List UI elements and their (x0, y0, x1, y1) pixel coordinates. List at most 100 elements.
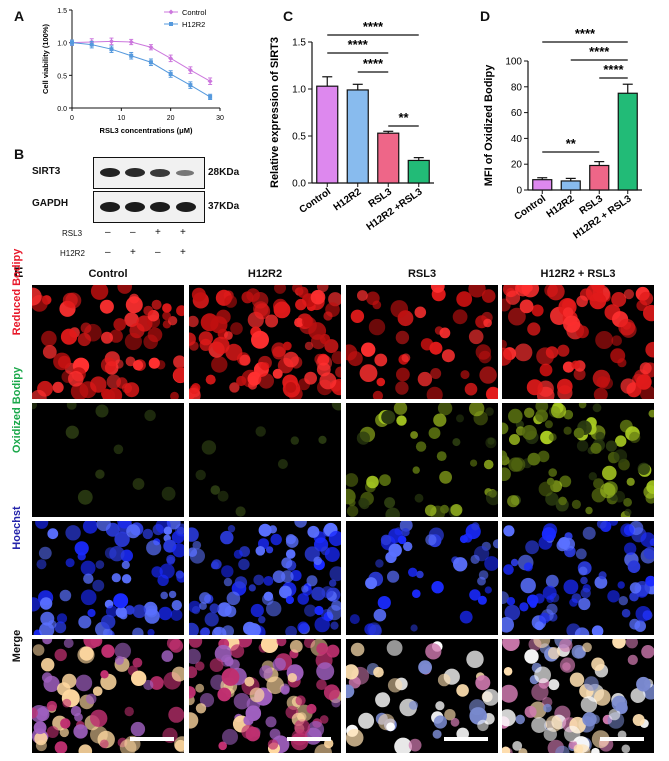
micrograph-tile (32, 639, 184, 753)
x-tick-label: H12R2 (332, 186, 364, 213)
micrograph-tile (346, 521, 498, 635)
sign-h12r2-3: – (155, 247, 161, 258)
micrograph-cells (346, 403, 498, 517)
data-point (70, 40, 74, 45)
sign-h12r2-2: + (130, 247, 136, 258)
micrograph-cells (32, 639, 184, 753)
y-axis-title: MFI of Oxidized Bodipy (483, 64, 495, 186)
significance-label: **** (603, 62, 624, 77)
significance-label: **** (575, 26, 596, 41)
row-label-hoechst: Hoechst (11, 506, 23, 550)
micrograph-tile (32, 285, 184, 399)
row-label-oxidized-bodipy: Oxidized Bodipy (11, 366, 23, 454)
blot-band (125, 202, 145, 212)
data-point (187, 67, 193, 73)
y-tick-label: 0.0 (57, 106, 67, 113)
micrograph-cells (502, 521, 654, 635)
micrograph-cells (195, 403, 341, 517)
data-point (208, 94, 213, 99)
significance-label: **** (363, 56, 384, 71)
data-point (128, 39, 134, 45)
panel-letter-a: A (14, 8, 25, 24)
data-point (108, 38, 114, 44)
blot-band (100, 202, 120, 212)
scale-bar (444, 737, 488, 741)
panel-letter-e: E (14, 264, 24, 280)
micrograph-tile (502, 639, 654, 753)
micrograph-cells (502, 285, 654, 399)
y-tick-label: 100 (505, 57, 522, 68)
series-line-1 (71, 42, 211, 98)
micrograph-tile (346, 403, 498, 517)
blot-band (176, 202, 196, 212)
legend-label: H12R2 (182, 20, 205, 29)
blot-band (176, 170, 194, 176)
significance-label: ** (398, 110, 409, 125)
oxidized-bodipy-bar-chart: 0 20 40 60 80 100 MFI of Oxidized Bodipy Contro… (483, 26, 642, 242)
bar (532, 179, 553, 191)
micrograph-tile (189, 521, 341, 635)
treatment-label-h12r2: H12R2 (60, 249, 85, 258)
significance-label: **** (589, 44, 610, 59)
micrograph-cells (32, 521, 184, 635)
bar (617, 92, 638, 191)
micrograph-tile (189, 403, 341, 517)
sign-h12r2-4: + (180, 247, 186, 258)
y-axis-title: Cell viability (100%) (41, 23, 50, 94)
bar (316, 85, 339, 184)
blot-label-sirt3: SIRT3 (32, 166, 61, 177)
data-point (148, 60, 153, 65)
blot-size-sirt3: 28KDa (208, 167, 240, 178)
micrograph-tile (32, 403, 184, 517)
sign-rsl3-4: + (180, 227, 186, 238)
micrograph-cells (189, 521, 341, 635)
y-axis-title: Relative expression of SIRT3 (269, 37, 281, 188)
x-axis-title: RSL3 concentrations (μM) (100, 126, 193, 135)
micrograph-cells (189, 639, 341, 753)
blot-box-sirt3 (93, 157, 205, 189)
column-label-h12r2: H12R2 (247, 268, 283, 280)
data-point (168, 55, 174, 61)
blot-band (100, 168, 120, 177)
column-label-h12r2-rsl3: H12R2 + RSL3 (540, 268, 616, 280)
row-label-merge: Merge (11, 629, 23, 663)
micrograph-tile (346, 639, 498, 753)
micrograph-tile (346, 285, 498, 399)
data-point (207, 78, 213, 84)
blot-band (150, 202, 170, 212)
sign-rsl3-2: – (130, 227, 136, 238)
bar (346, 89, 369, 184)
y-tick-label: 0.0 (292, 179, 306, 190)
micrograph-cells (32, 403, 176, 505)
x-tick-label: H12R2 (545, 193, 577, 220)
bar (589, 164, 610, 191)
blot-label-gapdh: GAPDH (32, 198, 69, 209)
blot-band (150, 169, 170, 177)
significance-label: **** (363, 19, 384, 34)
bar (377, 132, 400, 184)
micrograph-cells (346, 285, 498, 399)
micrograph-tile (189, 639, 341, 753)
sign-rsl3-3: + (155, 227, 161, 238)
x-tick-label: 30 (216, 115, 224, 122)
y-tick-label: 1.0 (57, 41, 67, 48)
sirt3-bar-chart: 0.0 0.5 1.0 1.5 Relative expression of SIRT3… (269, 19, 434, 233)
y-tick-label: 0.5 (292, 132, 306, 143)
y-tick-label: 1.0 (292, 85, 306, 96)
data-point (109, 47, 114, 52)
data-point (148, 44, 154, 50)
viability-line-chart: 0.0 0.5 1.0 1.5 0 10 20 30 RSL3 concentrations (… (41, 8, 224, 135)
micrograph-cells (189, 285, 341, 399)
micrograph-cells (502, 639, 654, 753)
legend-marker (168, 9, 174, 15)
micrograph-tile (189, 285, 341, 399)
micrograph-cells (349, 521, 498, 635)
sign-rsl3-1: – (105, 227, 111, 238)
y-tick-label: 1.5 (292, 38, 306, 49)
y-tick-label: 1.5 (57, 8, 67, 15)
sign-h12r2-1: – (105, 247, 111, 258)
data-point (168, 72, 173, 77)
y-tick-label: 20 (511, 160, 523, 171)
y-tick-label: 0.5 (57, 73, 67, 80)
x-tick-label: 10 (117, 115, 125, 122)
